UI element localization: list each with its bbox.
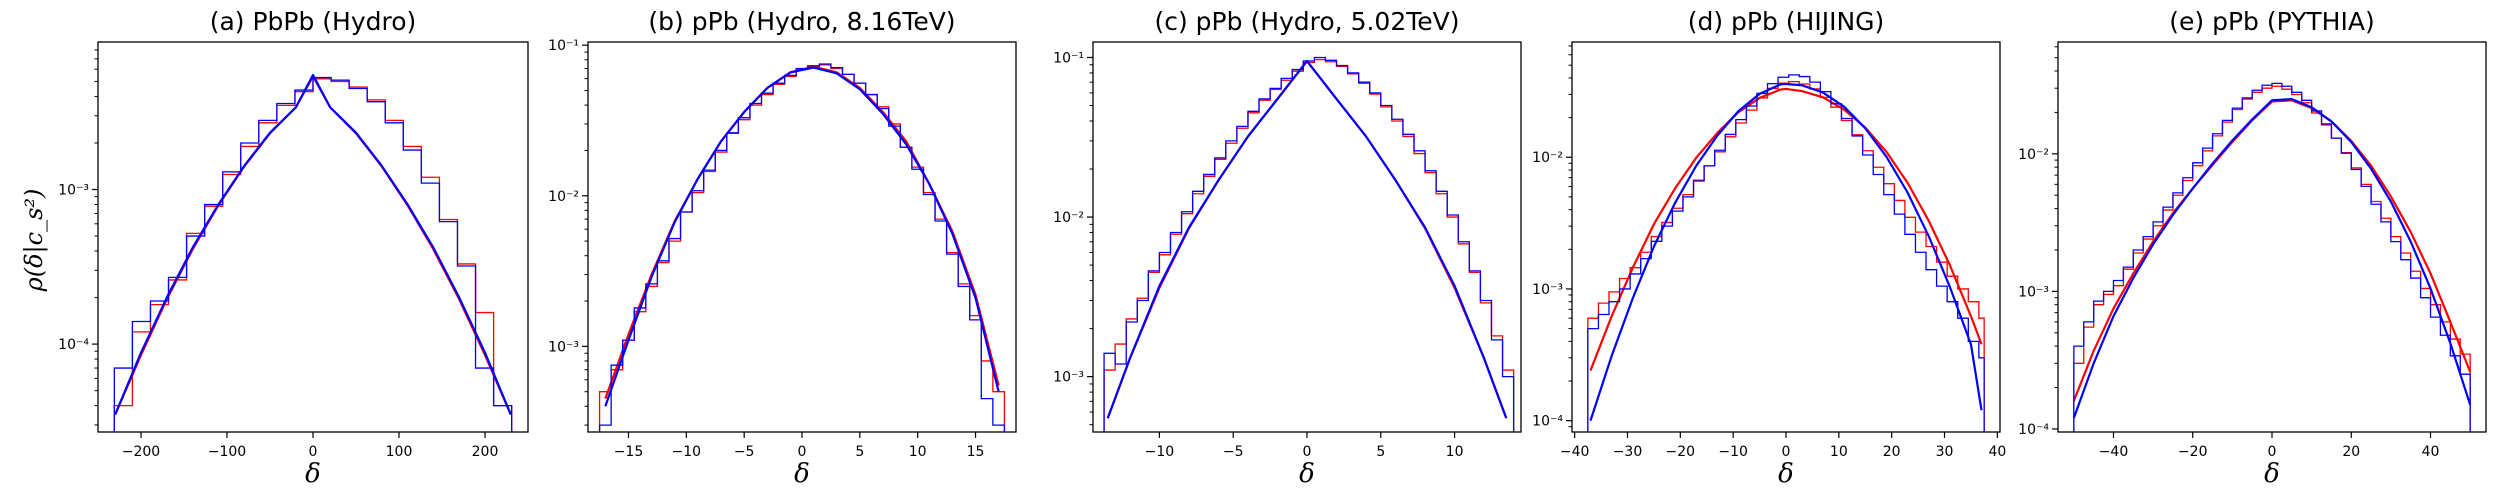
x-tick-label: 20 xyxy=(2342,444,2360,460)
x-tick-label: −10 xyxy=(672,444,702,460)
x-axis-label: δ xyxy=(2264,459,2280,489)
x-tick-label: 5 xyxy=(855,444,864,460)
panel-title: (a) PbPb (Hydro) xyxy=(210,7,417,36)
y-tick-label: 10⁻⁴ xyxy=(58,337,89,353)
x-tick-label: −5 xyxy=(734,444,755,460)
y-tick-label: 10⁻³ xyxy=(1532,282,1563,298)
blue-histogram-series xyxy=(1587,74,1985,432)
x-tick-label: 30 xyxy=(1936,444,1954,460)
plot-area xyxy=(113,73,513,432)
y-tick-label: 10⁻⁴ xyxy=(2018,422,2049,438)
blue-histogram-series xyxy=(2073,82,2471,432)
red-histogram-series xyxy=(2073,85,2471,432)
x-tick-label: −10 xyxy=(1145,444,1175,460)
x-tick-label: −100 xyxy=(208,444,246,460)
panel-title: (c) pPb (Hydro, 5.02TeV) xyxy=(1154,7,1459,36)
axes-frame xyxy=(1571,41,2001,433)
blue-histogram-series xyxy=(598,63,1006,432)
x-tick-label: −40 xyxy=(1560,444,1590,460)
red-histogram-series xyxy=(1587,81,1985,432)
x-tick-label: −5 xyxy=(1223,444,1244,460)
chart-panel-3: (c) pPb (Hydro, 5.02TeV) δ −10 −5 0 5 10 10⁻³ 10… xyxy=(1053,7,1522,489)
y-tick-label: 10⁻¹ xyxy=(548,38,579,54)
x-tick-label: 20 xyxy=(1883,444,1901,460)
blue-fit-curve xyxy=(2072,97,2472,419)
y-tick-label: 10⁻⁴ xyxy=(1532,414,1563,430)
chart-panel-4: (d) pPb (HIJING) δ −40 −30 −20 −10 0 10 20 30 40 10… xyxy=(1532,7,2006,489)
y-tick-label: 10⁻² xyxy=(2018,147,2049,163)
blue-histogram-series xyxy=(1103,56,1515,432)
x-axis-label: δ xyxy=(1299,459,1315,489)
x-tick-label: 5 xyxy=(1376,444,1385,460)
axes-frame xyxy=(1092,41,1522,433)
y-tick-label: 10⁻³ xyxy=(2018,284,2049,300)
chart-panel-1: (a) PbPb (Hydro) δ −200 −100 0 100 200 10⁻⁴ 10⁻³ xyxy=(58,7,529,489)
y-tick-label: 10⁻² xyxy=(548,189,579,205)
x-tick-label: 15 xyxy=(967,444,985,460)
y-tick-label: 10⁻³ xyxy=(548,339,579,355)
axes-frame xyxy=(2057,41,2487,433)
x-tick-label: 200 xyxy=(472,444,499,460)
plot-area xyxy=(1587,74,1985,432)
y-tick-label: 10⁻³ xyxy=(58,183,89,199)
blue-fit-curve xyxy=(114,73,512,416)
plot-area xyxy=(1103,56,1515,432)
panel-title: (d) pPb (HIJING) xyxy=(1688,7,1885,36)
x-tick-label: −40 xyxy=(2099,444,2129,460)
panel-title: (e) pPb (PYTHIA) xyxy=(2169,7,2374,36)
x-tick-label: 10 xyxy=(1446,444,1464,460)
x-tick-label: 0 xyxy=(798,444,807,460)
red-fit-curve xyxy=(1589,87,1983,371)
x-tick-label: 40 xyxy=(2422,444,2440,460)
x-tick-label: 0 xyxy=(1782,444,1791,460)
blue-fit-curve xyxy=(604,66,1000,407)
chart-panel-2: (b) pPb (Hydro, 8.16TeV) δ −15 −10 −5 0 5 10 15 1… xyxy=(548,7,1017,489)
x-tick-label: 0 xyxy=(1303,444,1312,460)
x-tick-label: −200 xyxy=(122,444,160,460)
x-axis-label: δ xyxy=(1778,459,1794,489)
x-tick-label: 0 xyxy=(309,444,318,460)
x-tick-label: 10 xyxy=(1830,444,1848,460)
blue-fit-curve xyxy=(1589,82,1983,421)
x-tick-label: −30 xyxy=(1613,444,1643,460)
chart-panel-5: (e) pPb (PYTHIA) δ −40 −20 0 20 40 10⁻⁴ 10⁻³ 10⁻² xyxy=(2018,7,2487,489)
x-tick-label: −10 xyxy=(1718,444,1748,460)
panel-title: (b) pPb (Hydro, 8.16TeV) xyxy=(648,7,955,36)
x-tick-label: −20 xyxy=(1666,444,1696,460)
y-tick-label: 10⁻² xyxy=(1532,150,1563,166)
plot-area xyxy=(2072,82,2472,432)
x-tick-label: −15 xyxy=(614,444,644,460)
blue-histogram-series xyxy=(113,76,513,432)
x-axis-label: δ xyxy=(794,459,810,489)
axes-frame xyxy=(97,41,529,433)
x-axis-label: δ xyxy=(305,459,321,489)
y-tick-label: 10⁻¹ xyxy=(1053,50,1084,66)
x-tick-label: 40 xyxy=(1988,444,2006,460)
plot-area xyxy=(598,63,1006,432)
y-tick-label: 10⁻² xyxy=(1053,210,1084,226)
axes-frame xyxy=(587,41,1017,433)
x-tick-label: −20 xyxy=(2178,444,2208,460)
x-tick-label: 0 xyxy=(2268,444,2277,460)
y-tick-label: 10⁻³ xyxy=(1053,370,1084,386)
x-tick-label: 100 xyxy=(386,444,413,460)
x-tick-label: 10 xyxy=(909,444,927,460)
y-axis-label: ρ(δ|c_s²) xyxy=(20,189,49,293)
